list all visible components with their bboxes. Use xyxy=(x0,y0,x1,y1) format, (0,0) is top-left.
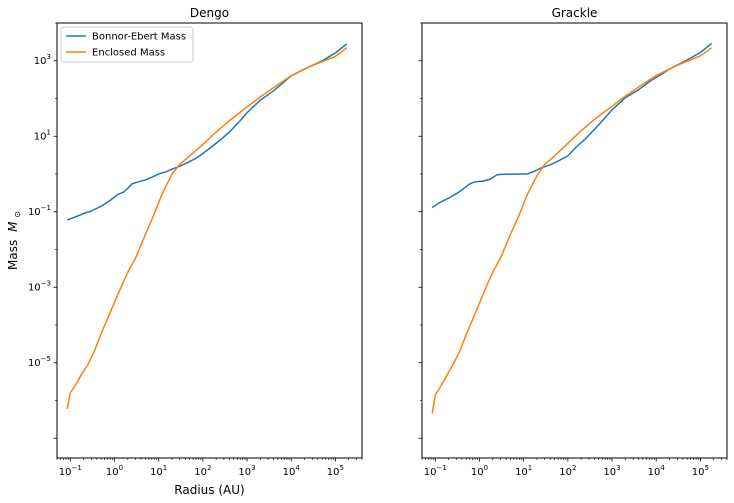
x-tick-label: 104 xyxy=(648,464,666,478)
legend: Bonnor-Ebert Mass Enclosed Mass xyxy=(60,26,194,63)
y-tick-label: 103 xyxy=(34,53,51,67)
x-tick-base: 10 xyxy=(327,467,340,478)
y-axis-label-subscript: ⊙ xyxy=(13,211,22,218)
x-tick-base: 10 xyxy=(471,467,484,478)
legend-label-bonnor-ebert: Bonnor-Ebert Mass xyxy=(92,32,186,43)
bonnor-ebert-mass-line xyxy=(66,43,348,221)
x-tick-base: 10 xyxy=(559,467,572,478)
x-tick-exponent: 1 xyxy=(528,464,532,472)
dengo-y-axis-label: Mass M ⊙ xyxy=(6,211,22,270)
bonnor-ebert-mass-line xyxy=(431,42,713,209)
y-tick-base: 10 xyxy=(28,207,41,218)
y-tick-base: 10 xyxy=(34,56,47,67)
grackle-x-ticks: 10−1 100 101 102 103 104 105 xyxy=(421,458,728,478)
grackle-y-ticks xyxy=(418,22,422,439)
x-tick-exponent: 4 xyxy=(660,464,665,472)
dengo-series xyxy=(66,43,348,410)
x-tick-exponent: 2 xyxy=(207,464,211,472)
x-tick-base: 10 xyxy=(603,467,616,478)
x-tick-exponent: 3 xyxy=(616,464,620,472)
x-tick-label: 101 xyxy=(515,464,532,478)
legend-box xyxy=(60,26,194,63)
grackle-title: Grackle xyxy=(552,6,598,20)
x-tick-base: 10 xyxy=(59,467,72,478)
x-tick-label: 100 xyxy=(106,464,123,478)
x-tick-label: 102 xyxy=(559,464,576,478)
enclosed-mass-line xyxy=(431,47,713,414)
x-tick-label: 104 xyxy=(283,464,301,478)
x-tick-base: 10 xyxy=(648,467,661,478)
y-tick-label: 10−3 xyxy=(28,279,51,293)
grackle-series xyxy=(431,42,713,414)
x-tick-label: 103 xyxy=(603,464,620,478)
y-tick-exponent: −1 xyxy=(41,204,51,212)
x-tick-exponent: 0 xyxy=(119,464,123,472)
grackle-panel: 10−1 100 101 102 103 104 105 Grackle xyxy=(418,6,728,478)
y-tick-exponent: −5 xyxy=(41,355,51,363)
x-tick-base: 10 xyxy=(424,467,437,478)
x-tick-base: 10 xyxy=(106,467,119,478)
x-tick-base: 10 xyxy=(194,467,207,478)
x-tick-base: 10 xyxy=(692,467,705,478)
y-tick-exponent: 1 xyxy=(47,128,51,136)
x-tick-label: 101 xyxy=(150,464,167,478)
dengo-x-ticks: 10−1 100 101 102 103 104 105 xyxy=(56,458,363,478)
x-tick-base: 10 xyxy=(150,467,163,478)
y-axis-label-text: Mass xyxy=(6,240,20,270)
x-tick-base: 10 xyxy=(515,467,528,478)
y-tick-base: 10 xyxy=(28,358,41,369)
dengo-x-axis-label: Radius (AU) xyxy=(174,483,244,497)
y-tick-base: 10 xyxy=(28,282,41,293)
y-tick-exponent: −3 xyxy=(41,279,51,287)
x-tick-exponent: 4 xyxy=(295,464,300,472)
x-tick-exponent: 1 xyxy=(163,464,167,472)
x-tick-label: 102 xyxy=(194,464,211,478)
legend-label-enclosed: Enclosed Mass xyxy=(92,48,165,59)
x-tick-exponent: 0 xyxy=(484,464,488,472)
y-tick-exponent: 3 xyxy=(47,53,51,61)
y-tick-label: 101 xyxy=(34,128,51,142)
enclosed-mass-line xyxy=(66,47,348,410)
dengo-panel: 10−1 100 101 102 103 104 105 10−510−310−110110… xyxy=(6,6,363,497)
grackle-plot-area xyxy=(421,22,728,459)
y-tick-label: 10−5 xyxy=(28,355,51,369)
x-tick-base: 10 xyxy=(283,467,296,478)
x-tick-exponent: −1 xyxy=(437,464,447,472)
x-tick-base: 10 xyxy=(238,467,251,478)
x-tick-label: 103 xyxy=(238,464,255,478)
x-tick-label: 10−1 xyxy=(59,464,82,478)
x-tick-label: 100 xyxy=(471,464,488,478)
x-tick-exponent: 2 xyxy=(572,464,576,472)
x-tick-label: 105 xyxy=(692,464,709,478)
y-tick-label: 10−1 xyxy=(28,204,51,218)
x-tick-exponent: 5 xyxy=(705,464,709,472)
x-tick-label: 105 xyxy=(327,464,344,478)
x-tick-exponent: 3 xyxy=(251,464,255,472)
dengo-title: Dengo xyxy=(190,6,229,20)
y-tick-base: 10 xyxy=(34,131,47,142)
x-tick-exponent: 5 xyxy=(340,464,344,472)
x-tick-exponent: −1 xyxy=(72,464,82,472)
y-axis-label-symbol: M xyxy=(6,221,20,232)
x-tick-label: 10−1 xyxy=(424,464,447,478)
dengo-plot-area xyxy=(56,22,363,459)
